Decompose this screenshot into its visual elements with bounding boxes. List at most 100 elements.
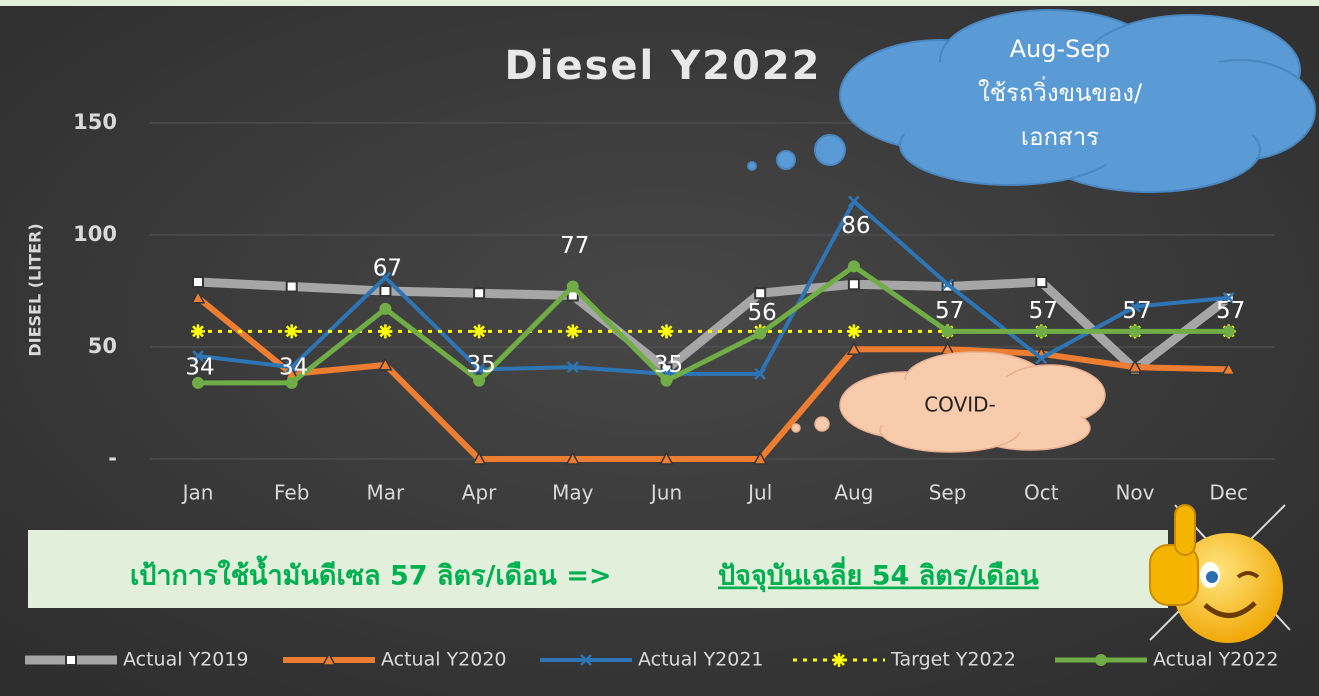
series-line [197, 199, 1229, 376]
legend-label: Actual Y2022 [1153, 649, 1279, 671]
marker [379, 285, 392, 297]
plot-area: - 50 100 150 Jan Feb Mar Apr May Jun Jul Aug Sep Oct N… [73, 110, 1275, 505]
marker [1035, 352, 1048, 365]
marker [190, 290, 206, 304]
marker [832, 653, 846, 667]
marker [941, 278, 954, 291]
marker [752, 451, 768, 465]
x-tick-label: Nov [1115, 481, 1154, 505]
marker [1035, 325, 1048, 338]
marker [192, 376, 204, 389]
marker [284, 324, 299, 339]
cloud-top: Aug-Sep ใช้รถวิ่งขนของ/ เอกสาร [747, 9, 1316, 193]
marker [660, 374, 673, 387]
marker [192, 276, 204, 289]
x-tick-label: Oct [1024, 481, 1059, 505]
marker [1095, 654, 1107, 666]
x-tick-label: Jan [181, 481, 214, 505]
x-tick-label: Mar [367, 481, 406, 505]
y-tick-label: 50 [88, 334, 117, 358]
data-label: 57 [935, 298, 964, 324]
marker [1129, 325, 1141, 338]
marker [473, 363, 485, 376]
marker [846, 341, 862, 355]
marker [754, 287, 767, 300]
banner [28, 530, 1168, 608]
emoji [1149, 504, 1291, 643]
banner-current: ปัจจุบันเฉลี่ย 54 ลิตร/เดือน [718, 556, 1039, 593]
chart-title: Diesel Y2022 [505, 43, 822, 89]
x-tick-label: Feb [274, 481, 309, 505]
marker [754, 367, 767, 380]
data-label: 35 [654, 352, 683, 378]
x-tick-label: May [552, 481, 594, 505]
marker [1035, 276, 1048, 289]
marker [941, 325, 954, 338]
legend-label: Actual Y2020 [381, 649, 507, 671]
data-label: 57 [1122, 298, 1151, 324]
y-tick-label: 150 [73, 110, 117, 134]
series-line [198, 263, 1229, 386]
marker [1221, 361, 1236, 376]
marker [846, 324, 861, 339]
marker [285, 376, 298, 389]
cloud-text: Aug-Sep [1010, 35, 1111, 63]
marker [754, 327, 767, 340]
series [192, 195, 1235, 380]
marker [321, 652, 337, 666]
y-axis-label: DIESEL (LITER) [26, 223, 45, 356]
data-label: 34 [279, 354, 308, 380]
marker [473, 287, 486, 300]
data-label: 67 [373, 255, 402, 281]
marker [192, 350, 204, 362]
cloud-text: เอกสาร [1021, 123, 1099, 151]
cloud-text: ใช้รถวิ่งขนของ/ [978, 76, 1143, 107]
marker [378, 324, 393, 339]
data-label: 57 [1029, 298, 1058, 324]
marker [65, 654, 77, 666]
marker [565, 451, 581, 465]
marker [565, 324, 580, 339]
series: 34 34 67 35 77 35 56 86 57 57 57 57 [185, 213, 1245, 389]
marker [473, 374, 486, 387]
marker [1222, 291, 1235, 304]
top-border [0, 0, 1319, 6]
x-tick-label: Apr [462, 481, 497, 505]
legend-label: Actual Y2021 [638, 649, 764, 671]
marker [472, 324, 487, 339]
data-label: 56 [748, 300, 777, 326]
data-label: 34 [185, 354, 214, 380]
data-label: 77 [560, 233, 589, 259]
marker [379, 271, 392, 284]
marker [659, 451, 674, 465]
x-tick-label: Jun [649, 481, 682, 505]
marker [379, 302, 392, 315]
marker [847, 260, 860, 273]
marker [566, 361, 579, 374]
x-tick-label: Jul [746, 481, 772, 505]
legend: Actual Y2019 Actual Y2020 Actual Y2021 Targ… [25, 649, 1279, 671]
marker [191, 324, 205, 339]
cloud-text: COVID- [924, 393, 996, 417]
marker [378, 357, 393, 371]
legend-label: Target Y2022 [890, 649, 1016, 671]
marker [566, 280, 579, 293]
y-tick-label: - [108, 446, 117, 470]
banner-target: เป้าการใช้น้ำมันดีเซล 57 ลิตร/เดือน => [130, 555, 611, 592]
marker [1222, 325, 1235, 338]
marker [285, 361, 298, 374]
data-label: 57 [1216, 298, 1245, 324]
cloud-covid: COVID- [791, 351, 1106, 453]
marker [848, 195, 860, 208]
y-tick-label: 100 [73, 222, 117, 246]
x-tick-label: Aug [834, 481, 873, 505]
x-tick-label: Dec [1209, 481, 1248, 505]
marker [580, 654, 592, 666]
marker [1129, 300, 1141, 313]
series-line [196, 295, 1229, 462]
data-label: 86 [841, 213, 870, 239]
marker [659, 324, 674, 339]
marker [1127, 359, 1143, 373]
data-label: 35 [466, 352, 495, 378]
marker [471, 451, 487, 465]
